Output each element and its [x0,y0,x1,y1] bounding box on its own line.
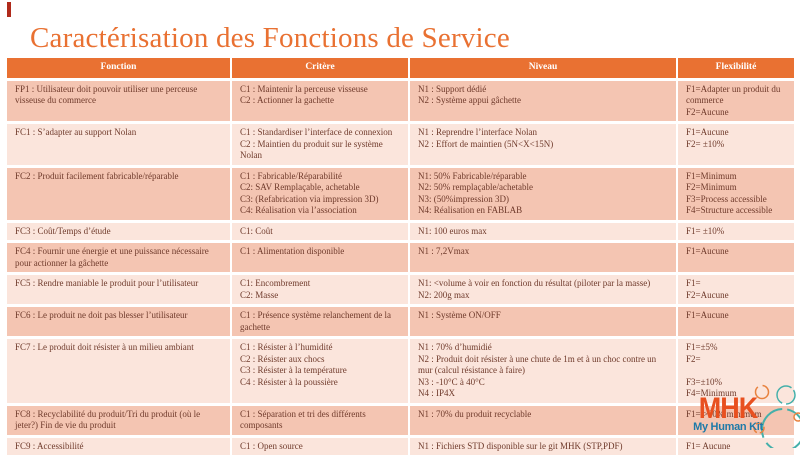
table-row: FC5 : Rendre maniable le produit pour l’… [7,275,794,304]
cell-critere: C1: Encombrement C2: Masse [232,275,410,304]
column-header-critere: Critère [232,58,410,78]
cell-critere: C1 : Maintenir la perceuse visseuse C2 :… [232,80,410,121]
cell-niveau: N1: <volume à voir en fonction du résult… [410,275,678,304]
my-human-kit-logo: MHK My Human Kit [692,391,764,433]
cell-niveau: N1 : Reprendre l’interface Nolan N2 : Ef… [410,124,678,165]
table-row: FC8 : Recyclabilité du produit/Tri du pr… [7,405,794,435]
table-row: FC2 : Produit facilement fabricable/répa… [7,167,794,220]
cell-flexibilite: F1= F2=Aucune [678,275,794,304]
column-header-niveau: Niveau [410,58,678,78]
logo-abbr: MHK [698,391,759,425]
cell-fonction: FC9 : Accessibilité [7,437,232,455]
accent-bar [7,2,11,17]
table-row: FC9 : Accessibilité C1 : Open source N1 … [7,437,794,455]
cell-niveau: N1: 50% Fabricable/réparable N2: 50% rem… [410,167,678,220]
cell-niveau: N1 : 70% d’humidié N2 : Produit doit rés… [410,339,678,403]
cell-niveau: N1 : Système ON/OFF [410,307,678,336]
table-row: FC7 : Le produit doit résister à un mili… [7,339,794,403]
cell-fonction: FC1 : S’adapter au support Nolan [7,124,232,165]
logo-name: My Human Kit [693,421,763,433]
slide: { "slide": { "title": "Caractérisation d… [7,2,800,455]
cell-niveau: N1: 100 euros max [410,222,678,240]
cell-critere: C1: Coût [232,222,410,240]
cell-fonction: FC4 : Fournir une énergie et une puissan… [7,243,232,272]
cell-fonction: FC5 : Rendre maniable le produit pour l’… [7,275,232,304]
cell-critere: C1 : Fabricable/Réparabilité C2: SAV Rem… [232,167,410,220]
column-header-fonction: Fonction [7,58,232,78]
cell-flexibilite: F1=±5% F2= F3=±10% F4=Minimum [678,339,794,403]
table-header-row: Fonction Critère Niveau Flexibilité [7,58,794,78]
decorative-circles-icon [753,384,800,448]
cell-fonction: FC8 : Recyclabilité du produit/Tri du pr… [7,405,232,435]
functions-table: Fonction Critère Niveau Flexibilité FP1 … [7,55,794,458]
cell-fonction: FC3 : Coût/Temps d’étude [7,222,232,240]
cell-niveau: N1 : Support dédié N2 : Système appui gâ… [410,80,678,121]
cell-flexibilite: F1=Minimum F2=Minimum F3=Process accessi… [678,167,794,220]
cell-critere: C1 : Séparation et tri des différents co… [232,405,410,435]
cell-niveau: N1 : 70% du produit recyclable [410,405,678,435]
cell-flexibilite: F1=Aucune [678,307,794,336]
cell-critere: C1 : Alimentation disponible [232,243,410,272]
cell-flexibilite: F1=Aucune [678,243,794,272]
table-row: FC4 : Fournir une énergie et une puissan… [7,243,794,272]
cell-critere: C1 : Résister à l’humidité C2 : Résister… [232,339,410,403]
table-row: FC6 : Le produit ne doit pas blesser l’u… [7,307,794,336]
cell-flexibilite: F1= ±10% [678,222,794,240]
page-title: Caractérisation des Fonctions de Service [30,22,510,54]
cell-niveau: N1 : 7,2Vmax [410,243,678,272]
cell-fonction: FC2 : Produit facilement fabricable/répa… [7,167,232,220]
cell-niveau: N1 : Fichiers STD disponible sur le git … [410,437,678,455]
cell-fonction: FC6 : Le produit ne doit pas blesser l’u… [7,307,232,336]
column-header-flexibilite: Flexibilité [678,58,794,78]
table-row: FC3 : Coût/Temps d’étude C1: Coût N1: 10… [7,222,794,240]
cell-critere: C1 : Open source [232,437,410,455]
cell-critere: C1 : Présence système relanchement de la… [232,307,410,336]
cell-flexibilite: F1=Aucune F2= ±10% [678,124,794,165]
cell-critere: C1 : Standardiser l’interface de connexi… [232,124,410,165]
cell-fonction: FP1 : Utilisateur doit pouvoir utiliser … [7,80,232,121]
table-row: FC1 : S’adapter au support Nolan C1 : St… [7,124,794,165]
cell-flexibilite: F1=Adapter un produit du commerce F2=Auc… [678,80,794,121]
table-row: FP1 : Utilisateur doit pouvoir utiliser … [7,80,794,121]
cell-fonction: FC7 : Le produit doit résister à un mili… [7,339,232,403]
